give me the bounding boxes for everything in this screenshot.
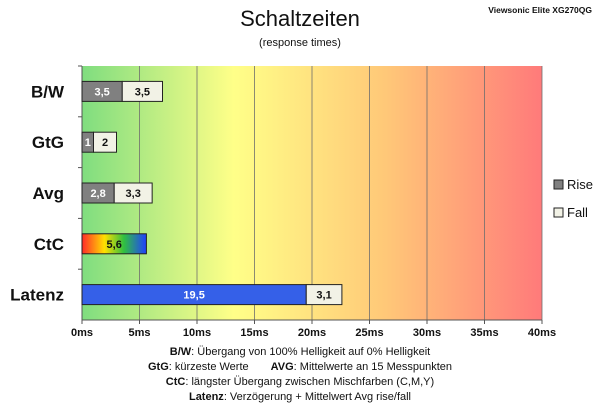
x-tick-label-20: 20ms (298, 327, 326, 339)
chart-title: Schaltzeiten (240, 6, 360, 31)
monitor-model-label: Viewsonic Elite XG270QG (488, 5, 592, 15)
legend-swatch-rise (553, 179, 564, 190)
data-label-rise-latenz: 19,5 (183, 290, 204, 302)
data-label-rise-gtg: 1 (85, 137, 91, 149)
x-tick-label-25: 25ms (355, 327, 383, 339)
footnote-bw: B/W: Übergang von 100% Helligkeit auf 0%… (170, 346, 430, 358)
x-tick-label-5: 5ms (128, 327, 150, 339)
footnote-latenz-label: Latenz (189, 391, 224, 403)
chart-subtitle: (response times) (259, 37, 341, 49)
data-label-fall-latenz: 3,1 (316, 290, 331, 302)
footnote-latenz: Latenz: Verzögerung + Mittelwert Avg ris… (189, 391, 411, 403)
x-tick-label-10: 10ms (183, 327, 211, 339)
footnote-avg-label: AVG (271, 361, 294, 373)
category-label-avg: Avg (33, 184, 65, 203)
legend-label-rise: Rise (567, 177, 593, 192)
category-label-bw: B/W (31, 82, 65, 101)
bar-fall-gtg (93, 131, 117, 153)
x-tick-label-15: 15ms (240, 327, 268, 339)
category-label-latenz: Latenz (10, 286, 64, 305)
x-tick-label-35: 35ms (470, 327, 498, 339)
footnote-ctc: CtC: längster Übergang zwischen Mischfar… (166, 376, 434, 388)
data-label-fall-avg: 3,3 (126, 188, 141, 200)
footnote-bw-text: : Übergang von 100% Helligkeit auf 0% He… (191, 346, 430, 358)
data-label-fall-bw: 3,5 (135, 86, 150, 98)
data-label-rise-ctc: 5,6 (107, 239, 122, 251)
footnote-ctc-label: CtC (166, 376, 186, 388)
x-tick-label-40: 40ms (528, 327, 556, 339)
footnote-bw-label: B/W (170, 346, 192, 358)
bar-fall-latenz (305, 284, 343, 306)
legend: Rise Fall (553, 177, 593, 220)
category-label-ctc: CtC (34, 235, 64, 254)
bar-rise-ctc (81, 233, 147, 255)
footnote-avg-text: : Mittelwerte an 15 Messpunkten (294, 361, 452, 373)
data-label-rise-avg: 2,8 (90, 188, 105, 200)
bar-fall-bw (121, 80, 163, 102)
footnote-gtg-label: GtG (148, 361, 169, 373)
footnote-gtg-avg: GtG: kürzeste Werte AVG: Mittelwerte an 1… (148, 361, 452, 373)
category-label-gtg: GtG (32, 133, 64, 152)
data-label-rise-bw: 3,5 (94, 86, 109, 98)
data-label-fall-gtg: 2 (102, 137, 108, 149)
footnotes: B/W: Übergang von 100% Helligkeit auf 0%… (148, 346, 452, 403)
bar-fall-avg (113, 182, 153, 204)
legend-label-fall: Fall (567, 205, 588, 220)
x-tick-label-30: 30ms (413, 327, 441, 339)
footnote-latenz-text: : Verzögerung + Mittelwert Avg rise/fall (224, 391, 411, 403)
footnote-gtg-text: : kürzeste Werte (169, 361, 249, 373)
legend-swatch-fall (553, 207, 564, 218)
x-tick-label-0: 0ms (71, 327, 93, 339)
footnote-ctc-text: : längster Übergang zwischen Mischfarben… (185, 376, 434, 388)
